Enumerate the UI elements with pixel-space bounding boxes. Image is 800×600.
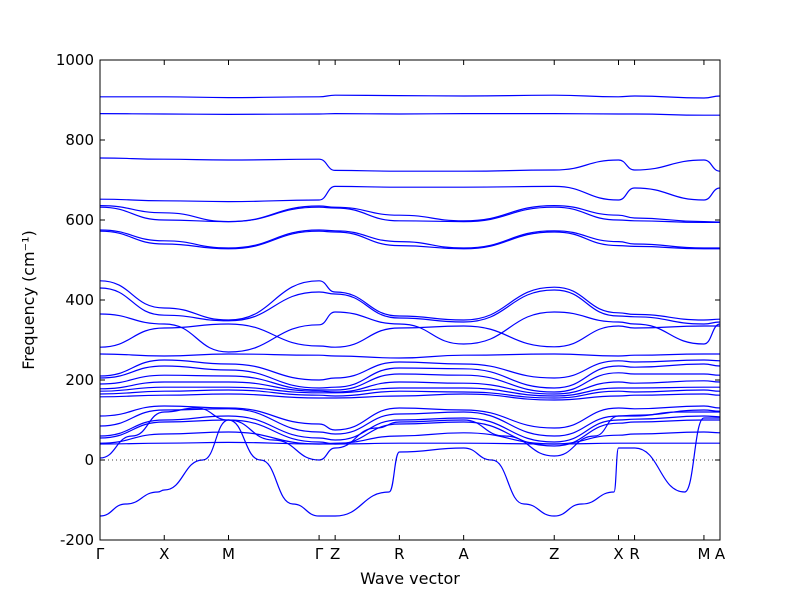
band-12: [99, 323, 720, 348]
plot-frame: [99, 59, 721, 541]
y-tick-labels: -200 0 200 400 600 800 1000: [56, 51, 94, 549]
band-16: [99, 372, 721, 393]
band-27: [99, 407, 720, 461]
y-tick-label: 0: [84, 451, 94, 469]
y-tick-label: 400: [65, 291, 94, 309]
band-18: [99, 386, 720, 397]
band-4: [99, 185, 721, 203]
x-tick-label: Γ: [96, 545, 105, 563]
bands: [99, 94, 721, 517]
x-tick-label: X: [613, 545, 623, 563]
band-15: [99, 363, 721, 389]
y-axis-label: Frequency (cm⁻¹): [19, 230, 38, 369]
x-tick-label: M: [222, 545, 235, 563]
band-19: [99, 389, 721, 399]
band-14: [99, 359, 721, 381]
band-2: [99, 112, 720, 116]
x-tick-label: Γ: [315, 545, 324, 563]
band-23: [99, 415, 721, 443]
x-axis-label: Wave vector: [360, 569, 460, 588]
x-tick-label: R: [394, 545, 404, 563]
band-26: [99, 441, 720, 445]
band-8: [99, 230, 720, 250]
y-tick-label: 600: [65, 211, 94, 229]
x-tick-label: Z: [330, 545, 340, 563]
band-28: [99, 417, 720, 517]
band-13: [99, 353, 720, 359]
band-6: [99, 206, 720, 224]
band-21: [99, 405, 721, 431]
x-tick-label: R: [629, 545, 639, 563]
y-tick-label: 800: [65, 131, 94, 149]
y-tick-label: 1000: [56, 51, 94, 69]
band-10: [99, 287, 721, 325]
band-7: [99, 229, 720, 249]
x-tick-label: X: [159, 545, 169, 563]
band-1: [100, 94, 721, 99]
band-11: [99, 311, 721, 353]
x-tick-label: A: [459, 545, 470, 563]
x-tick-label: A: [715, 545, 726, 563]
band-9: [99, 280, 721, 321]
x-tick-label: Z: [549, 545, 559, 563]
x-tick-label: M: [697, 545, 710, 563]
band-22: [99, 408, 721, 437]
y-tick-label: 200: [65, 371, 94, 389]
y-tick-label: -200: [60, 531, 94, 549]
band-3: [99, 157, 721, 172]
band-25: [99, 431, 721, 445]
band-17: [99, 380, 721, 395]
band-20: [99, 393, 721, 401]
